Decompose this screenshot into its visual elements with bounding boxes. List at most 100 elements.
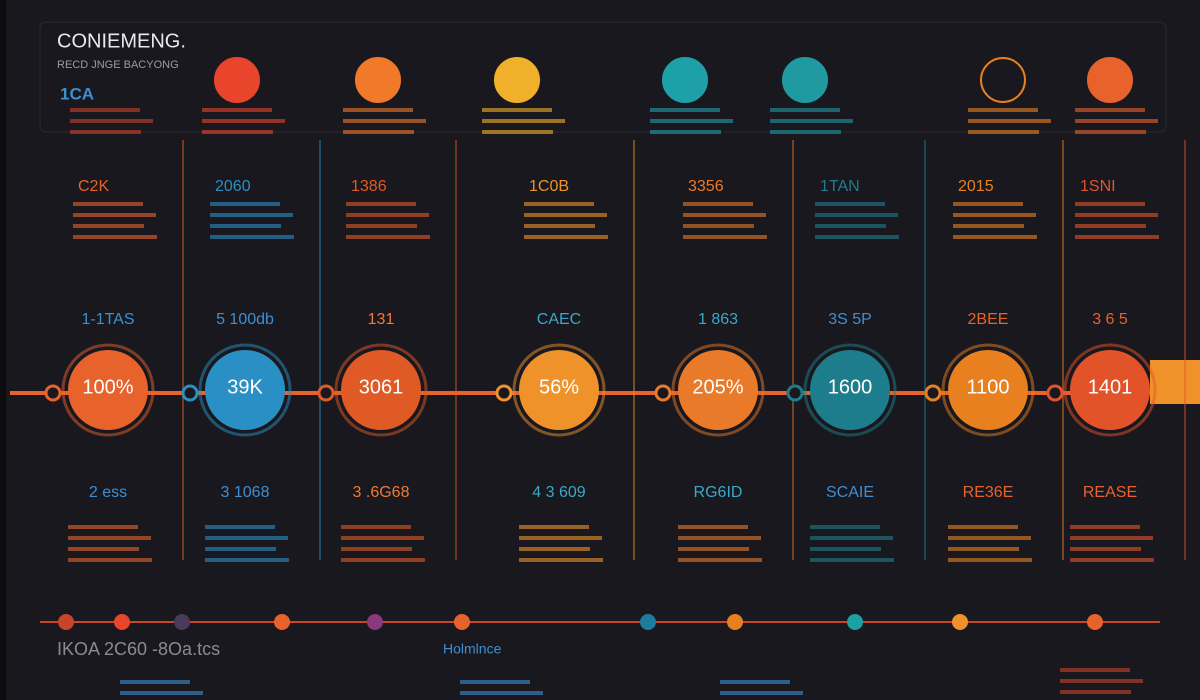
milestone-circle: [678, 350, 758, 430]
fine-text: [810, 547, 881, 551]
fine-text: [68, 525, 138, 529]
fine-text: [68, 536, 151, 540]
fine-text: [519, 536, 602, 540]
label: 2BEE: [968, 311, 1009, 328]
fine-text: [343, 130, 414, 134]
fine-text: [341, 558, 425, 562]
icon: [355, 57, 401, 103]
connector: [181, 384, 199, 402]
fine-text: [73, 202, 143, 206]
fine-text: [205, 536, 288, 540]
milestone-value: 1600: [828, 376, 873, 398]
heading: 2060: [215, 178, 251, 195]
label: 1 863: [698, 311, 738, 328]
fine-text: [460, 691, 543, 695]
icon: [214, 57, 260, 103]
fine-text: [678, 547, 749, 551]
note: RG6ID: [694, 484, 743, 501]
timeline-dot: [727, 614, 743, 630]
fine-text: [968, 130, 1039, 134]
fine-text: [346, 224, 417, 228]
fine-text: [519, 547, 590, 551]
fine-text: [202, 108, 272, 112]
fine-text: [524, 235, 608, 239]
fine-text: [678, 558, 762, 562]
fine-text: [1070, 558, 1154, 562]
footer-label: IKOA 2C60 -8Oa.tcs: [57, 639, 220, 659]
timeline-arrow: [1150, 360, 1200, 404]
footer-title: Holmlnce: [443, 641, 502, 657]
fine-text: [1075, 235, 1159, 239]
fine-text: [519, 525, 589, 529]
timeline-dot: [847, 614, 863, 630]
milestone-value: 1401: [1088, 376, 1133, 398]
heading: 1TAN: [820, 178, 860, 195]
fine-text: [205, 547, 276, 551]
connector: [1046, 384, 1064, 402]
header-frame: [39, 21, 1167, 133]
fine-text: [70, 130, 141, 134]
milestone-circle: [948, 350, 1028, 430]
fine-text: [953, 213, 1036, 217]
milestone-ring: [671, 343, 765, 437]
timeline-dot: [274, 614, 290, 630]
milestone-value: 100%: [82, 376, 133, 398]
connector: [495, 384, 513, 402]
fine-text: [205, 525, 275, 529]
title: CONIEMENG.: [57, 30, 186, 52]
milestone-circle: [519, 350, 599, 430]
fine-text: [1060, 679, 1143, 683]
fine-text: [948, 536, 1031, 540]
fine-text: [202, 119, 285, 123]
fine-text: [770, 108, 840, 112]
fine-text: [815, 202, 885, 206]
fine-text: [210, 224, 281, 228]
fine-text: [968, 119, 1051, 123]
heading: 1C0B: [529, 178, 569, 195]
heading: 3356: [688, 178, 724, 195]
fine-text: [70, 108, 140, 112]
fine-text: [678, 525, 748, 529]
fine-text: [68, 547, 139, 551]
milestone-ring: [61, 343, 155, 437]
timeline-dot: [174, 614, 190, 630]
fine-text: [810, 536, 893, 540]
icon: [782, 57, 828, 103]
fine-text: [460, 680, 530, 684]
label: CAEC: [537, 311, 581, 328]
note: 3 .6G68: [353, 484, 410, 501]
fine-text: [1060, 690, 1131, 694]
fine-text: [650, 119, 733, 123]
fine-text: [683, 235, 767, 239]
fine-text: [678, 536, 761, 540]
timeline-dot: [58, 614, 74, 630]
fine-text: [1075, 108, 1145, 112]
connector: [924, 384, 942, 402]
fine-text: [815, 235, 899, 239]
milestone-value: 39K: [227, 376, 263, 398]
fine-text: [341, 536, 424, 540]
note: 3 1068: [221, 484, 270, 501]
fine-text: [810, 558, 894, 562]
fine-text: [650, 108, 720, 112]
timeline-dot: [640, 614, 656, 630]
connector: [317, 384, 335, 402]
timeline-dot: [454, 614, 470, 630]
fine-text: [953, 235, 1037, 239]
fine-text: [1075, 202, 1145, 206]
fine-text: [210, 202, 280, 206]
milestone-ring: [1063, 343, 1157, 437]
fine-text: [1075, 130, 1146, 134]
milestone-circle: [341, 350, 421, 430]
subtitle: RECD JNGE BACYONG: [57, 59, 179, 71]
milestone-value: 3061: [359, 376, 404, 398]
fine-text: [953, 202, 1023, 206]
fine-text: [202, 130, 273, 134]
fine-text: [650, 130, 721, 134]
fine-text: [343, 119, 426, 123]
milestone-value: 205%: [692, 376, 743, 398]
fine-text: [210, 235, 294, 239]
fine-text: [519, 558, 603, 562]
note: 2 ess: [89, 484, 127, 501]
